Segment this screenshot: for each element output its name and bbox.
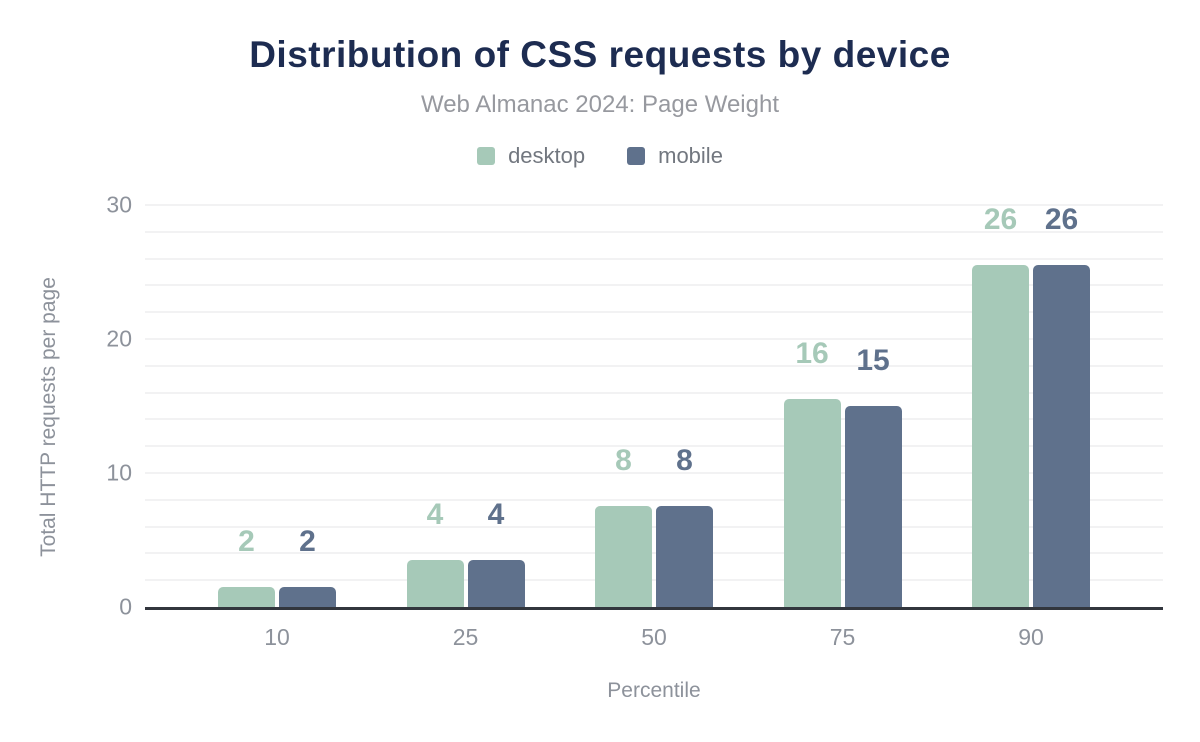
bar-desktop-p50 (595, 506, 652, 607)
data-label-mobile-p90: 26 (1044, 203, 1079, 236)
bar-mobile-p10 (279, 587, 336, 607)
data-label-desktop-p90: 26 (983, 203, 1018, 236)
bar-wrap-mobile-p50: 8 (656, 205, 713, 607)
bar-mobile-p25 (467, 560, 525, 607)
y-tick-label-0: 0 (119, 593, 132, 620)
desktop-series-swatch-icon (477, 147, 496, 165)
data-label-mobile-p50: 8 (676, 444, 693, 477)
gridline-y-14 (145, 418, 1163, 421)
x-tick-label-75: 75 (829, 624, 856, 650)
bar-mobile-p50 (656, 506, 713, 607)
gridline-y-18 (145, 364, 1163, 367)
bars-layer: 2 2 10 4 4 25 8 8 50 16 15 75 26 26 90 (145, 205, 1163, 650)
gridline-y-16 (145, 391, 1163, 394)
bar-group-p50: 8 8 50 (595, 205, 713, 650)
bar-group-p90: 26 26 90 (972, 205, 1090, 650)
legend-label-mobile: mobile (658, 143, 723, 168)
gridline-y-10 (145, 472, 1163, 474)
bar-mobile-p75 (844, 406, 902, 607)
data-label-desktop-p10: 2 (238, 525, 255, 558)
mobile-series-swatch-icon (627, 147, 646, 165)
bar-wrap-desktop-p90: 26 (972, 205, 1029, 607)
y-tick-label-10: 10 (106, 459, 132, 486)
chart-legend: desktop mobile (0, 143, 1200, 169)
bar-desktop-p25 (406, 560, 464, 607)
data-label-desktop-p75: 16 (795, 337, 829, 370)
bar-wrap-mobile-p25: 4 (467, 205, 525, 607)
bar-desktop-p75 (783, 399, 841, 607)
gridline-y-4 (145, 552, 1163, 555)
data-label-mobile-p10: 2 (299, 525, 316, 558)
x-tick-label-50: 50 (641, 624, 667, 650)
bar-wrap-desktop-p75: 16 (783, 205, 841, 607)
chart-title: Distribution of CSS requests by device (249, 34, 951, 75)
data-label-mobile-p25: 4 (487, 498, 505, 531)
y-axis-title: Total HTTP requests per page (37, 277, 60, 557)
x-axis-title: Percentile (607, 679, 701, 702)
gridline-y-6 (145, 525, 1163, 528)
y-tick-label-20: 20 (106, 325, 132, 352)
data-label-desktop-p50: 8 (615, 444, 632, 477)
gridline-y-24 (145, 284, 1163, 287)
bar-wrap-mobile-p90: 26 (1033, 205, 1090, 607)
bar-desktop-p90 (972, 265, 1029, 607)
chart-subtitle: Web Almanac 2024: Page Weight (420, 91, 779, 118)
bar-group-p10: 2 2 10 (218, 205, 336, 650)
bar-group-p25: 4 4 25 (406, 205, 525, 650)
gridline-y-22 (145, 311, 1163, 314)
gridline-y-20 (145, 338, 1163, 340)
bar-wrap-desktop-p50: 8 (595, 205, 652, 607)
bar-wrap-desktop-p25: 4 (406, 205, 464, 607)
bar-wrap-desktop-p10: 2 (218, 205, 275, 607)
legend-label-desktop: desktop (508, 143, 586, 168)
bar-wrap-mobile-p10: 2 (279, 205, 336, 607)
gridline-y-2 (145, 579, 1163, 582)
plot-area: 2 2 10 4 4 25 8 8 50 16 15 75 26 26 90 (145, 204, 1163, 650)
bar-mobile-p90 (1033, 265, 1090, 607)
gridline-y-30 (145, 204, 1163, 206)
bar-desktop-p10 (218, 587, 275, 607)
y-tick-label-30: 30 (106, 191, 132, 218)
x-tick-label-90: 90 (1018, 624, 1044, 650)
legend-item-mobile: mobile (627, 143, 723, 169)
data-label-desktop-p25: 4 (426, 498, 444, 531)
x-tick-label-10: 10 (264, 624, 290, 650)
legend-item-desktop: desktop (477, 143, 585, 169)
gridline-y-26 (145, 257, 1163, 260)
data-label-mobile-p75: 15 (856, 344, 890, 377)
bar-wrap-mobile-p75: 15 (844, 205, 902, 607)
gridline-y-12 (145, 445, 1163, 448)
x-tick-label-25: 25 (452, 624, 479, 650)
gridline-y-8 (145, 498, 1163, 501)
gridline-y-28 (145, 230, 1163, 233)
bar-group-p75: 16 15 75 (783, 205, 902, 650)
